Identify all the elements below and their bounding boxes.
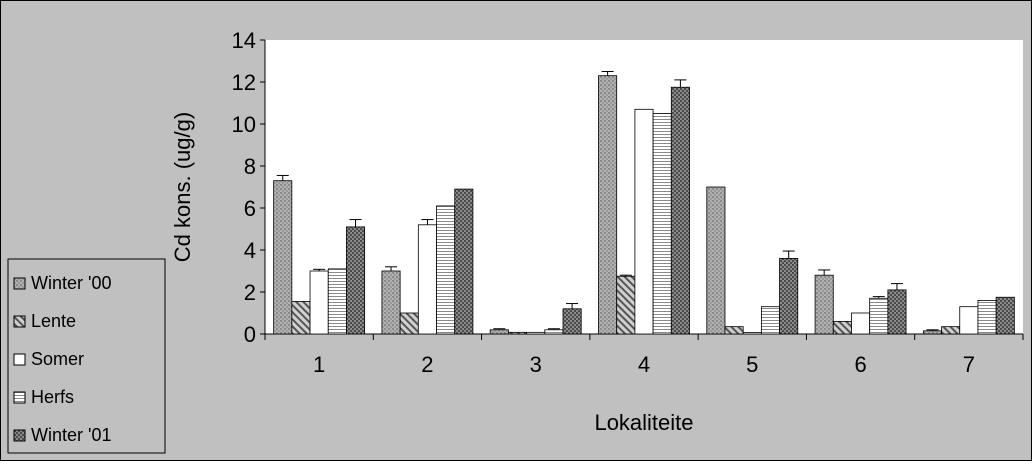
- bar: [760, 306, 780, 335]
- x-tick-label: 3: [530, 352, 542, 377]
- bar: [869, 297, 889, 335]
- bar: [959, 306, 979, 335]
- x-tick-label: 1: [313, 352, 325, 377]
- bar: [941, 326, 961, 335]
- x-tick-label: 2: [421, 352, 433, 377]
- bar: [508, 331, 528, 335]
- x-axis-title: Lokaliteite: [594, 410, 693, 435]
- bar: [977, 299, 997, 335]
- bar: [832, 320, 852, 335]
- legend-swatch: [13, 391, 26, 404]
- bar: [544, 329, 564, 335]
- bar: [851, 312, 871, 335]
- bar: [670, 86, 690, 335]
- bar: [417, 224, 437, 335]
- y-tick-label: 0: [244, 322, 256, 347]
- y-axis-title: Cd kons. (ug/g): [170, 112, 195, 262]
- x-tick-label: 5: [746, 352, 758, 377]
- y-tick-label: 10: [232, 112, 256, 137]
- bar: [436, 205, 456, 335]
- legend-box: [7, 258, 166, 454]
- bar-series-group: [273, 71, 1015, 335]
- bar: [706, 186, 726, 335]
- bar: [742, 332, 762, 335]
- legend-label: Winter '01: [31, 425, 111, 445]
- x-tick-label: 7: [963, 352, 975, 377]
- bar: [327, 268, 347, 335]
- bar: [562, 308, 582, 335]
- bar: [616, 275, 636, 335]
- x-tick-label: 6: [854, 352, 866, 377]
- bar: [922, 330, 942, 335]
- y-tick-label: 6: [244, 196, 256, 221]
- legend-swatch: [13, 429, 26, 442]
- bar: [598, 75, 618, 335]
- y-tick-label: 12: [232, 70, 256, 95]
- bar: [652, 113, 672, 335]
- bar: [526, 331, 546, 335]
- legend-label: Lente: [31, 311, 76, 331]
- bar: [454, 188, 474, 335]
- legend-swatch: [13, 277, 26, 290]
- legend-swatch: [13, 315, 26, 328]
- y-tick-label: 8: [244, 154, 256, 179]
- legend: Winter '00 Lente Somer Herfs Winter '01: [7, 258, 166, 454]
- y-tick-label: 14: [232, 28, 256, 53]
- legend-swatch: [13, 353, 26, 366]
- bar: [381, 270, 401, 335]
- bar: [634, 108, 654, 335]
- y-tick-label: 4: [244, 238, 256, 263]
- bar: [399, 312, 419, 335]
- bar: [724, 326, 744, 335]
- x-tick-label: 4: [638, 352, 650, 377]
- bar: [887, 289, 907, 335]
- bar: [309, 270, 329, 335]
- bar: [291, 301, 311, 335]
- bar: [346, 226, 366, 335]
- bar: [814, 274, 834, 335]
- y-axis: 0 2 4 6 8 10 12 14: [232, 28, 266, 347]
- legend-label: Winter '00: [31, 273, 111, 293]
- legend-label: Herfs: [31, 387, 74, 407]
- y-tick-label: 2: [244, 280, 256, 305]
- bar: [273, 180, 293, 335]
- bar: [489, 329, 509, 335]
- legend-label: Somer: [31, 349, 84, 369]
- bar: [779, 257, 799, 335]
- bar: [995, 296, 1015, 335]
